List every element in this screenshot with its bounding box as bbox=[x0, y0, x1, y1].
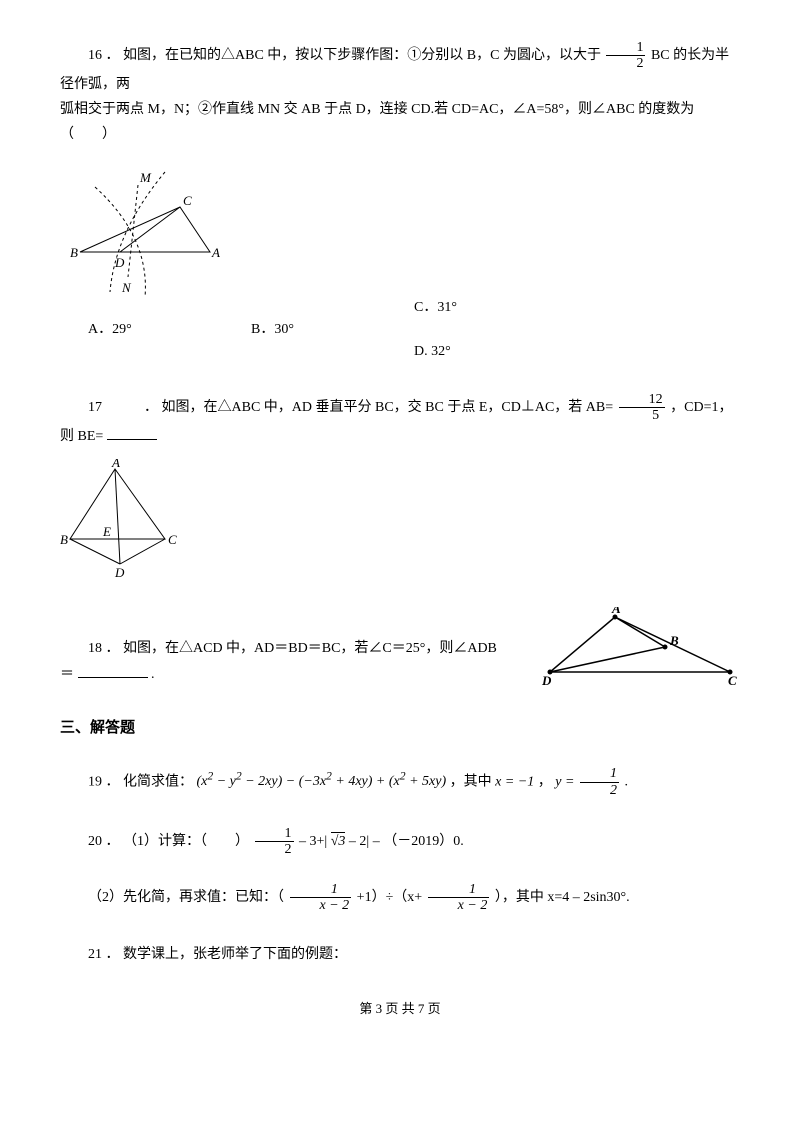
q20-p1-label: （1）计算：（ ） bbox=[123, 834, 249, 849]
option-d: D. 32° bbox=[414, 339, 577, 364]
q16-options: A．29° B．30° C．31° D. 32° bbox=[60, 317, 740, 363]
q19-expr: (x2 − y2 − 2xy) − (−3x2 + 4xy) + (x2 + 5… bbox=[197, 774, 447, 789]
q17-number: 17 ． bbox=[88, 400, 158, 415]
svg-text:A: A bbox=[211, 245, 220, 260]
svg-text:B: B bbox=[669, 633, 679, 648]
svg-text:D: D bbox=[541, 673, 552, 687]
option-b: B．30° bbox=[251, 317, 414, 363]
q20-number: 20 ． bbox=[88, 834, 120, 849]
question-16: 16 ． 如图，在已知的△ABC 中，按以下步骤作图：①分别以 B，C 为圆心，… bbox=[60, 40, 740, 364]
svg-text:M: M bbox=[139, 170, 152, 185]
svg-text:D: D bbox=[114, 255, 125, 270]
question-18: 18 ． 如图，在△ACD 中，AD＝BD＝BC，若∠C＝25°，则∠ADB＝ … bbox=[60, 607, 740, 687]
q18-period: . bbox=[151, 667, 155, 682]
question-19: 19 ． 化简求值： (x2 − y2 − 2xy) − (−3x2 + 4xy… bbox=[60, 766, 740, 798]
q20-p1-mid: – 3+| bbox=[299, 834, 331, 849]
svg-text:B: B bbox=[60, 532, 68, 547]
option-a: A．29° bbox=[88, 317, 251, 363]
option-c: C．31° bbox=[414, 295, 577, 320]
fraction: 1 x − 2 bbox=[428, 882, 490, 914]
svg-text:C: C bbox=[728, 673, 737, 687]
option-cd: C．31° D. 32° bbox=[414, 295, 577, 363]
svg-text:N: N bbox=[121, 280, 132, 295]
q19-mid: ，其中 bbox=[450, 774, 496, 789]
q16-number: 16 ． bbox=[88, 48, 120, 63]
question-20: 20 ． （1）计算：（ ） 1 2 – 3+| √3 – 2| – （－201… bbox=[60, 826, 740, 914]
fraction: 12 5 bbox=[619, 392, 665, 424]
question-17: 17 ． 如图，在△ABC 中，AD 垂直平分 BC，交 BC 于点 E，CD⊥… bbox=[60, 392, 740, 579]
q20-p1-end: – 2| – （－2019）0. bbox=[349, 834, 464, 849]
svg-text:B: B bbox=[70, 245, 78, 260]
q17-text: 17 ． 如图，在△ABC 中，AD 垂直平分 BC，交 BC 于点 E，CD⊥… bbox=[60, 392, 740, 449]
fraction: 1 2 bbox=[580, 766, 619, 798]
q18-number: 18 ． bbox=[88, 641, 120, 656]
svg-text:C: C bbox=[168, 532, 177, 547]
q17-text-a: 如图，在△ABC 中，AD 垂直平分 BC，交 BC 于点 E，CD⊥AC，若 … bbox=[162, 400, 614, 415]
q19-label: 化简求值： bbox=[123, 774, 193, 789]
q19-x-eq: x = −1 bbox=[495, 774, 534, 789]
q16-text: 16 ． 如图，在已知的△ABC 中，按以下步骤作图：①分别以 B，C 为圆心，… bbox=[60, 40, 740, 97]
blank-line bbox=[78, 663, 148, 678]
q19-number: 19 ． bbox=[88, 774, 120, 789]
svg-text:A: A bbox=[611, 607, 621, 616]
q20-p2-label: （2）先化简，再求值：已知：（ bbox=[88, 890, 284, 905]
blank-line bbox=[107, 425, 157, 440]
q16-line1a: 如图，在已知的△ABC 中，按以下步骤作图：①分别以 B，C 为圆心，以大于 bbox=[123, 48, 601, 63]
q21-number: 21 ． bbox=[88, 947, 120, 962]
svg-text:C: C bbox=[183, 193, 192, 208]
q20-part1: 20 ． （1）计算：（ ） 1 2 – 3+| √3 – 2| – （－201… bbox=[60, 826, 740, 858]
q20-p2-mid1: +1）÷（x+ bbox=[357, 890, 422, 905]
q16-figure: B D A C M N bbox=[60, 157, 740, 307]
q19-text: 19 ． 化简求值： (x2 − y2 − 2xy) − (−3x2 + 4xy… bbox=[60, 766, 740, 798]
q19-comma: ， bbox=[538, 774, 552, 789]
svg-text:E: E bbox=[102, 524, 111, 539]
q17-figure: A B E C D bbox=[60, 459, 740, 579]
q19-period: . bbox=[624, 774, 628, 789]
svg-text:D: D bbox=[114, 565, 125, 579]
q18-text: 18 ． 如图，在△ACD 中，AD＝BD＝BC，若∠C＝25°，则∠ADB＝ … bbox=[60, 636, 500, 686]
sqrt-3: √3 bbox=[331, 832, 346, 849]
fraction: 1 2 bbox=[606, 40, 645, 72]
q16-line2: 弧相交于两点 M，N；②作直线 MN 交 AB 于点 D，连接 CD.若 CD=… bbox=[60, 97, 740, 147]
svg-text:A: A bbox=[111, 459, 120, 470]
q20-p2-end: ），其中 x=4 – 2sin30°. bbox=[495, 890, 630, 905]
fraction: 1 2 bbox=[255, 826, 294, 858]
question-21: 21 ． 数学课上，张老师举了下面的例题： bbox=[60, 942, 740, 967]
q20-part2: （2）先化简，再求值：已知：（ 1 x − 2 +1）÷（x+ 1 x − 2 … bbox=[60, 882, 740, 914]
fraction: 1 x − 2 bbox=[290, 882, 352, 914]
page-footer: 第 3 页 共 7 页 bbox=[60, 997, 740, 1020]
q18-figure: A B D C bbox=[540, 607, 740, 687]
q19-y-eq-lhs: y = bbox=[555, 774, 574, 789]
section-3-heading: 三、解答题 bbox=[60, 715, 740, 742]
q21-text: 数学课上，张老师举了下面的例题： bbox=[123, 947, 347, 962]
